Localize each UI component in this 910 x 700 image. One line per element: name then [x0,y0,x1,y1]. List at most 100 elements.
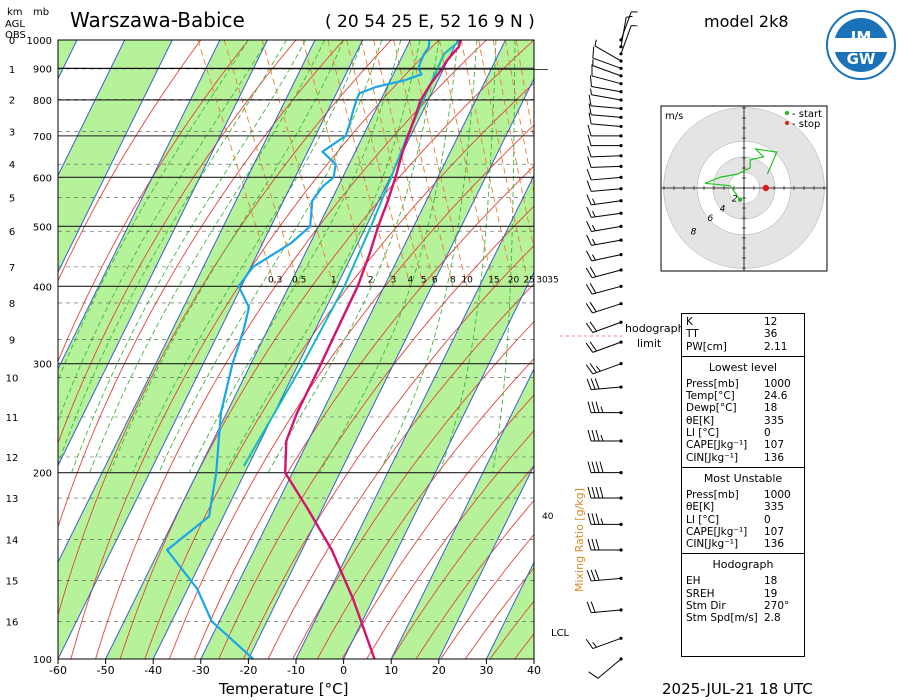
index-row: LI [°C] 0 [682,427,804,439]
wind-barb [592,637,622,650]
wind-feather [588,671,599,679]
dry-adiabat [292,321,534,659]
dry-adiabat [218,205,534,659]
indices-lowest-level: Lowest level Press[mb] 1000 Temp[°C] 24.6 De… [682,357,804,468]
most-unstable-title: Most Unstable [703,471,783,485]
wind-half-feather [600,434,604,442]
mixing-ratio-tick-label: 35 [547,275,558,285]
wind-feather [587,124,592,137]
wind-point [619,211,623,215]
dry-adiabat [58,40,249,363]
dry-adiabat [58,40,344,529]
wind-feather [591,486,596,499]
wind-feather [585,250,593,262]
hodograph-start-label: - start [792,109,822,120]
hodograph-label: hodograph [625,322,685,335]
x-tick-label: 20 [432,664,446,677]
mixing-ratio-tick-label: 3 [391,275,397,285]
wind-feather [590,569,596,581]
wind-feather [591,429,596,442]
wind-barb [594,45,622,62]
indices-top: K 12 TT 36 PW[cm] 2.11 [682,314,804,357]
pressure-tick-label: 800 [33,96,52,107]
wind-feather [588,112,592,124]
index-name: Dewp[°C] [686,402,737,415]
dry-adiabat [58,40,392,617]
wind-barb [592,303,622,314]
isotherm-line [58,40,221,370]
wind-feather [586,234,592,246]
wind-feather [592,46,595,59]
isotherm-line [200,40,506,659]
index-name: EH [686,575,701,588]
x-tick-label: -30 [192,664,210,677]
wind-barb [592,321,622,333]
km-tick-label: 4 [9,160,15,171]
wind-barb [591,155,622,158]
agl-label: AGL [5,19,25,30]
wind-barb [591,105,622,110]
svg-text:IM: IM [851,28,872,46]
isotherm-line [247,77,534,659]
index-row: Press[mb] 1000 [682,489,804,501]
index-row: Press[mb] 1000 [682,378,804,390]
lcl-label: LCL [551,628,570,639]
isotherm-line [152,40,459,659]
wind-feather [589,266,597,278]
wind-point [619,238,623,242]
hodograph-ring-label: 6 [707,214,713,224]
index-row: CAPE[Jkg⁻¹] 107 [682,526,804,538]
wind-feather [588,103,592,115]
isotherm-line [58,40,316,564]
index-name: LI [°C] [686,427,720,440]
index-name: TT [686,328,699,341]
mixing-ratio-tick-label: 5 [421,275,427,285]
dry-adiabat [193,165,534,659]
wind-half-feather [591,238,596,245]
wind-half-feather [591,225,596,232]
index-value: 36 [764,328,778,341]
km-tick-label: 3 [9,127,15,138]
wind-feather [587,134,592,146]
wind-feather [585,342,594,353]
wind-feather [585,322,594,333]
isotherm-band [200,40,534,659]
wind-point [619,164,623,168]
wind-barb [591,123,622,127]
mixing-ratio-tick-label: 2 [368,275,374,285]
index-row: θE[K] 335 [682,501,804,513]
index-value: 18 [764,575,778,588]
wind-barb [591,114,622,118]
hodograph-ring-label: 4 [720,204,726,214]
hodograph-stop-marker [785,121,789,125]
index-row: CIN[Jkg⁻¹] 136 [682,538,804,550]
wind-half-feather [591,210,596,218]
km-tick-label: 7 [9,263,15,274]
index-name: θE[K] [686,414,715,427]
wind-feather [587,429,592,442]
index-name: CAPE[Jkg⁻¹] [686,439,748,452]
wind-half-feather [600,406,604,413]
pressure-tick-label: 100 [33,655,52,666]
dry-adiabat [242,244,534,659]
hodograph-title: Hodograph [712,558,774,572]
isotherm-line [295,174,534,659]
parcel-profile [243,40,462,467]
model-label: model 2k8 [704,12,789,31]
km-tick-label: 9 [9,336,15,347]
wind-feather [587,156,592,168]
index-name: CIN[Jkg⁻¹] [686,538,739,551]
pressure-tick-label: 1000 [27,36,52,47]
km-tick-label: 2 [9,95,15,106]
dry-adiabat [95,40,487,659]
wind-feather [587,401,592,413]
wind-barb [591,577,622,582]
km-label: km [7,7,23,18]
mixing-ratio-tick-label: 10 [461,275,473,285]
km-tick-label: 12 [6,453,19,464]
wind-barbs [585,11,638,679]
x-tick-label: 10 [384,664,398,677]
wind-half-feather [600,518,604,525]
hodograph-storm-point [762,184,770,192]
wind-barb [591,225,622,233]
